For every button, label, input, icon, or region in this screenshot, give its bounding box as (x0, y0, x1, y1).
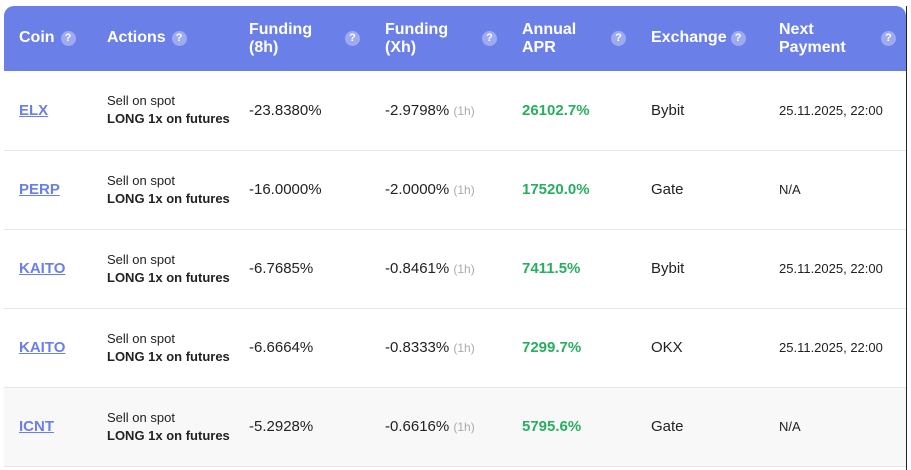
action-futures: LONG 1x on futures (107, 427, 230, 443)
interval: (1h) (453, 103, 475, 118)
action-spot: Sell on spot (107, 172, 175, 188)
actions-cell: Sell on spot LONG 1x on futures (92, 150, 234, 229)
header-funding-8h: Funding (8h)? (234, 6, 370, 71)
apr-cell: 26102.7% (522, 101, 590, 119)
action-spot: Sell on spot (107, 93, 175, 109)
interval: (1h) (453, 262, 475, 276)
table-row: PERP Sell on spot LONG 1x on futures -16.… (4, 150, 906, 229)
exchange-cell: Gate (651, 181, 684, 198)
next-payment-cell: N/A (779, 182, 801, 197)
coin-cell: PERP (4, 150, 92, 229)
coin-cell: ICNT (4, 387, 92, 466)
apr-cell: 7299.7% (522, 339, 582, 356)
next-payment-cell: 25.11.2025, 22:00 (779, 102, 883, 118)
funding-xh-cell: -2.0000% (1h) (385, 181, 475, 198)
action-spot: Sell on spot (107, 330, 175, 346)
table-row: ICNT Sell on spot LONG 1x on futures -5.2… (4, 387, 906, 466)
table-header: Coin? Actions? Funding (8h)? Funding (Xh… (4, 6, 906, 71)
interval: (1h) (453, 341, 475, 355)
action-futures: LONG 1x on futures (107, 348, 230, 364)
funding-xh-cell: -0.8333% (1h) (385, 339, 475, 356)
help-icon[interactable]: ? (60, 30, 76, 46)
help-icon[interactable]: ? (482, 31, 497, 46)
coin-cell: ELX (4, 71, 92, 150)
actions-cell: Sell on spot LONG 1x on futures (92, 71, 234, 150)
funding-8h-cell: -5.2928% (249, 418, 314, 435)
funding-table-container: Coin? Actions? Funding (8h)? Funding (Xh… (4, 6, 907, 470)
exchange-cell: Bybit (651, 101, 685, 119)
funding-8h-cell: -23.8380% (249, 101, 322, 119)
action-futures: LONG 1x on futures (107, 190, 230, 206)
header-exchange: Exchange? (636, 6, 764, 71)
header-actions: Actions? (92, 6, 234, 71)
exchange-cell: OKX (651, 339, 683, 356)
actions-cell: Sell on spot LONG 1x on futures (92, 387, 234, 466)
coin-link[interactable]: KAITO (19, 260, 66, 277)
coin-cell: KAITO (4, 229, 92, 308)
funding-table: Coin? Actions? Funding (8h)? Funding (Xh… (4, 6, 906, 467)
help-icon[interactable]: ? (171, 30, 187, 46)
apr-cell: 7411.5% (522, 260, 581, 277)
apr-cell: 17520.0% (522, 181, 590, 198)
coin-link[interactable]: ELX (19, 101, 49, 119)
next-payment-cell: 25.11.2025, 22:00 (779, 261, 883, 276)
table-row: KAITO Sell on spot LONG 1x on futures -6.… (4, 308, 906, 387)
help-icon[interactable]: ? (730, 30, 746, 46)
action-spot: Sell on spot (107, 409, 175, 425)
funding-8h-cell: -6.7685% (249, 260, 314, 277)
help-icon[interactable]: ? (611, 31, 626, 46)
funding-xh-cell: -2.9798% (1h) (385, 101, 475, 119)
help-icon[interactable]: ? (345, 31, 360, 46)
apr-cell: 5795.6% (522, 418, 582, 435)
coin-cell: KAITO (4, 308, 92, 387)
next-payment-cell: 25.11.2025, 22:00 (779, 340, 883, 355)
header-funding-xh: Funding (Xh)? (370, 6, 507, 71)
funding-xh-cell: -0.6616% (1h) (385, 418, 475, 435)
action-futures: LONG 1x on futures (107, 111, 230, 127)
action-spot: Sell on spot (107, 251, 175, 267)
funding-xh-cell: -0.8461% (1h) (385, 260, 475, 277)
header-apr: Annual APR? (507, 6, 636, 71)
coin-link[interactable]: ICNT (19, 418, 54, 435)
header-coin: Coin? (4, 6, 92, 71)
exchange-cell: Bybit (651, 260, 685, 277)
actions-cell: Sell on spot LONG 1x on futures (92, 229, 234, 308)
next-payment-cell: N/A (779, 419, 801, 434)
funding-8h-cell: -6.6664% (249, 339, 314, 356)
table-row: ELX Sell on spot LONG 1x on futures -23.8… (4, 71, 906, 150)
interval: (1h) (453, 183, 475, 197)
coin-link[interactable]: KAITO (19, 339, 66, 356)
funding-8h-cell: -16.0000% (249, 181, 322, 198)
exchange-cell: Gate (651, 418, 684, 435)
actions-cell: Sell on spot LONG 1x on futures (92, 308, 234, 387)
interval: (1h) (453, 420, 475, 434)
action-futures: LONG 1x on futures (107, 269, 230, 285)
table-row: KAITO Sell on spot LONG 1x on futures -6.… (4, 229, 906, 308)
coin-link[interactable]: PERP (19, 181, 60, 198)
help-icon[interactable]: ? (881, 31, 896, 46)
header-next-payment: Next Payment? (764, 6, 906, 71)
